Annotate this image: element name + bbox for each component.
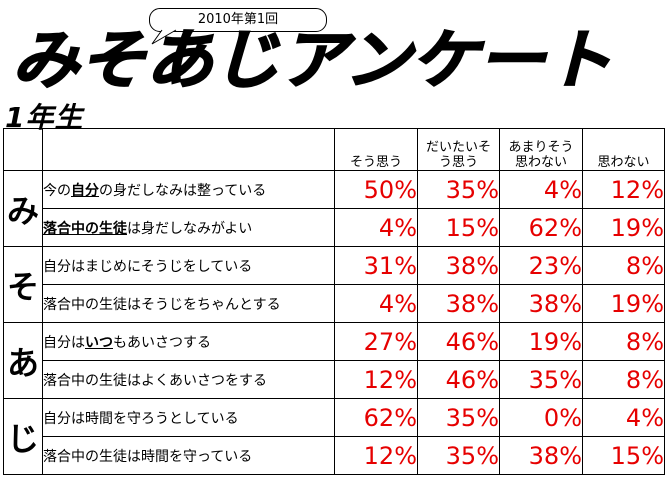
table-row: 落合中の生徒は時間を守っている 12% 35% 38% 15% [4, 436, 665, 475]
column-header-label: あまりそう 思わない [508, 140, 574, 170]
percent-cell: 35% [417, 170, 500, 209]
table-row: み今の自分の身だしなみは整っている 50% 35% 4% 12% [3, 170, 665, 247]
title-text: みそあじアンケート [12, 24, 612, 98]
question-segment: の身だしなみは整っている [99, 182, 267, 199]
edition-bubble: 2010年第1回 [149, 8, 327, 32]
table-row: じ自分は時間を守ろうとしている 62% 35% 0% 4% [3, 398, 665, 475]
question-segment: いつ [85, 334, 113, 351]
question-segment: は身だしなみがよい [127, 220, 253, 237]
percent-cell: 12% [334, 436, 418, 475]
page-title: みそあじアンケート [10, 22, 650, 100]
question-segment: 自分 [71, 182, 99, 199]
question-text: 落合中の生徒は身だしなみがよい [42, 208, 335, 247]
percent-cell: 4% [334, 208, 418, 247]
column-header: そう思う [334, 128, 418, 171]
question-segment: 自分はまじめにそうじをしている [43, 258, 253, 275]
category-label: そ [3, 246, 43, 323]
percent-cell: 4% [334, 284, 418, 323]
question-text: 自分はまじめにそうじをしている [42, 246, 335, 285]
percent-cell: 4% [499, 170, 583, 209]
percent-cell: 4% [582, 398, 665, 437]
category-label: み [3, 170, 43, 247]
percent-cell: 19% [499, 322, 583, 361]
column-header: だいたいそ う思う [417, 128, 500, 171]
percent-cell: 8% [582, 360, 665, 399]
percent-cell: 19% [582, 284, 665, 323]
question-text: 落合中の生徒はよくあいさつをする [42, 360, 335, 399]
percent-cell: 15% [417, 208, 500, 247]
survey-body: み今の自分の身だしなみは整っている 50% 35% 4% 12% 落合中の生徒は身だしなみ… [3, 170, 665, 475]
table-row: 落合中の生徒はそうじをちゃんとする 4% 38% 38% 19% [4, 284, 665, 323]
survey-table: そう思う だいたいそ う思う あまりそう 思わない 思わない み今の自分の身だしなみ… [3, 128, 665, 475]
percent-cell: 38% [417, 284, 500, 323]
percent-cell: 0% [499, 398, 583, 437]
question-segment: 自分は [43, 334, 86, 351]
question-text: 自分はいつもあいさつする [42, 322, 335, 361]
question-segment: 落合中の生徒はそうじをちゃんとする [43, 296, 281, 313]
title-art: みそあじアンケート [11, 23, 613, 99]
header-row: そう思う だいたいそ う思う あまりそう 思わない 思わない [3, 128, 665, 171]
question-text: 今の自分の身だしなみは整っている [42, 170, 335, 209]
percent-cell: 12% [582, 170, 665, 209]
percent-cell: 15% [582, 436, 665, 475]
question-text: 落合中の生徒は時間を守っている [42, 436, 335, 475]
category-label: じ [3, 398, 43, 475]
percent-cell: 38% [417, 246, 500, 285]
edition-label: 2010年第1回 [197, 12, 279, 27]
percent-cell: 62% [334, 398, 418, 437]
percent-cell: 8% [582, 322, 665, 361]
table-row: そ自分はまじめにそうじをしている 31% 38% 23% 8% [3, 246, 665, 323]
percent-cell: 46% [417, 360, 500, 399]
column-header-label: 思わない [597, 155, 650, 170]
percent-cell: 38% [499, 284, 583, 323]
question-segment: 落合中の生徒はよくあいさつをする [43, 372, 268, 389]
question-segment: 落合中の生徒は時間を守っている [43, 448, 253, 465]
column-header-label: そう思う [349, 155, 402, 170]
percent-cell: 35% [499, 360, 583, 399]
category-label: あ [3, 322, 43, 399]
percent-cell: 62% [499, 208, 583, 247]
question-text: 落合中の生徒はそうじをちゃんとする [42, 284, 335, 323]
percent-cell: 46% [417, 322, 500, 361]
column-header: 思わない [582, 128, 665, 171]
question-segment: 今の [43, 182, 72, 199]
column-header: あまりそう 思わない [499, 128, 583, 171]
question-segment: 落合中の生徒 [43, 220, 128, 237]
percent-cell: 12% [334, 360, 418, 399]
header-blank-category [3, 128, 43, 171]
header-blank-question [42, 128, 335, 171]
bubble-tail-shape [151, 29, 177, 45]
question-segment: もあいさつする [113, 334, 211, 351]
percent-cell: 23% [499, 246, 583, 285]
percent-cell: 8% [582, 246, 665, 285]
percent-cell: 38% [499, 436, 583, 475]
percent-cell: 35% [417, 398, 500, 437]
table-row: あ自分はいつもあいさつする 27% 46% 19% 8% [3, 322, 665, 399]
table-row: 落合中の生徒は身だしなみがよい 4% 15% 62% 19% [4, 208, 665, 247]
question-text: 自分は時間を守ろうとしている [42, 398, 335, 437]
percent-cell: 19% [582, 208, 665, 247]
percent-cell: 50% [334, 170, 418, 209]
percent-cell: 31% [334, 246, 418, 285]
question-segment: 自分は時間を守ろうとしている [43, 410, 239, 427]
column-header-label: だいたいそ う思う [425, 140, 491, 170]
table-row: 落合中の生徒はよくあいさつをする 12% 46% 35% 8% [4, 360, 665, 399]
percent-cell: 35% [417, 436, 500, 475]
percent-cell: 27% [334, 322, 418, 361]
